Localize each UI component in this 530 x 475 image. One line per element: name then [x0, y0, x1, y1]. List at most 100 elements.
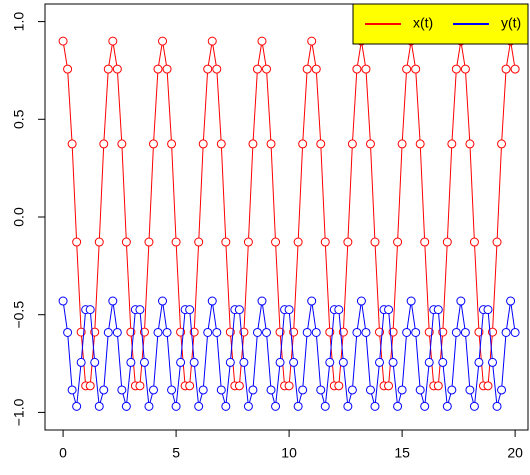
point — [158, 296, 168, 306]
point — [343, 237, 353, 247]
point — [365, 385, 375, 395]
point — [442, 237, 452, 247]
point — [370, 401, 380, 411]
point — [447, 139, 457, 149]
point — [239, 357, 249, 367]
point — [298, 385, 308, 395]
point — [307, 296, 317, 306]
point — [144, 237, 154, 247]
point — [365, 139, 375, 149]
x-tick-label: 15 — [394, 445, 410, 461]
point — [316, 139, 326, 149]
point — [402, 327, 412, 337]
point — [203, 327, 213, 337]
point — [347, 139, 357, 149]
point — [194, 401, 204, 411]
point — [58, 296, 68, 306]
point — [397, 385, 407, 395]
point — [501, 327, 511, 337]
point — [415, 139, 425, 149]
legend-label: y(t) — [501, 15, 521, 31]
point — [221, 401, 231, 411]
point — [67, 385, 77, 395]
point — [402, 64, 412, 74]
point — [162, 64, 172, 74]
point — [248, 385, 258, 395]
point — [433, 305, 443, 315]
point — [420, 401, 430, 411]
point — [474, 357, 484, 367]
x-tick-label: 10 — [281, 445, 297, 461]
y-tick-label: 0.5 — [11, 109, 27, 129]
point — [139, 357, 149, 367]
point — [171, 401, 181, 411]
point — [63, 64, 73, 74]
point — [334, 381, 344, 391]
point — [94, 401, 104, 411]
point — [117, 385, 127, 395]
point — [171, 237, 181, 247]
point — [148, 385, 158, 395]
point — [103, 64, 113, 74]
point — [108, 36, 118, 46]
point — [212, 64, 222, 74]
point — [352, 64, 362, 74]
point — [411, 327, 421, 337]
point — [460, 64, 470, 74]
point — [465, 139, 475, 149]
point — [289, 357, 299, 367]
point — [510, 64, 520, 74]
point — [338, 357, 348, 367]
point — [252, 327, 262, 337]
point — [85, 305, 95, 315]
point — [203, 64, 213, 74]
point — [148, 139, 158, 149]
point — [135, 381, 145, 391]
point — [261, 64, 271, 74]
point — [234, 381, 244, 391]
point — [361, 64, 371, 74]
point — [185, 381, 195, 391]
point — [469, 237, 479, 247]
point — [284, 305, 294, 315]
point — [257, 296, 267, 306]
point — [415, 385, 425, 395]
point — [433, 381, 443, 391]
point — [167, 139, 177, 149]
point — [189, 357, 199, 367]
point — [293, 237, 303, 247]
point — [325, 357, 335, 367]
point — [243, 401, 253, 411]
point — [112, 327, 122, 337]
point — [99, 139, 109, 149]
point — [388, 357, 398, 367]
point — [284, 381, 294, 391]
y-tick-label: −0.5 — [11, 301, 27, 329]
point — [411, 64, 421, 74]
point — [117, 139, 127, 149]
point — [225, 357, 235, 367]
point — [153, 64, 163, 74]
point — [76, 357, 86, 367]
point — [451, 64, 461, 74]
point — [451, 327, 461, 337]
series-line — [62, 300, 516, 407]
point — [293, 401, 303, 411]
point — [176, 357, 186, 367]
point — [198, 139, 208, 149]
point — [356, 296, 366, 306]
point — [90, 357, 100, 367]
point — [271, 401, 281, 411]
point — [216, 385, 226, 395]
point — [492, 401, 502, 411]
point — [194, 237, 204, 247]
point — [58, 36, 68, 46]
point — [506, 296, 516, 306]
point — [126, 357, 136, 367]
point — [483, 381, 493, 391]
point — [243, 237, 253, 247]
point — [307, 36, 317, 46]
point — [266, 139, 276, 149]
point — [135, 305, 145, 315]
